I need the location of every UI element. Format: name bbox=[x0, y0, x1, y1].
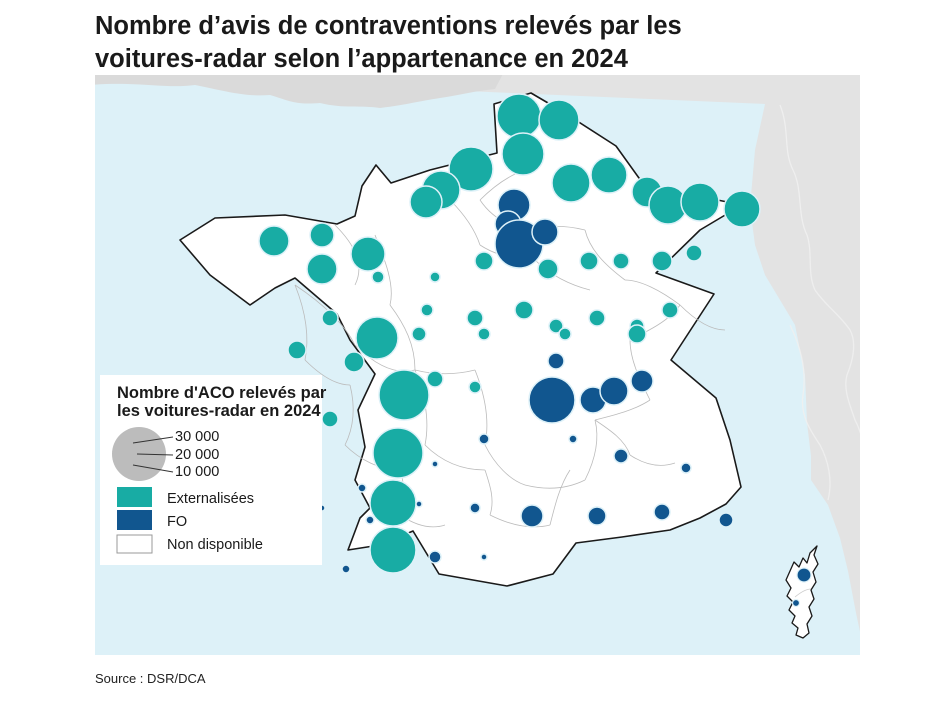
svg-text:FO: FO bbox=[167, 514, 187, 530]
svg-text:Non disponible: Non disponible bbox=[167, 537, 263, 553]
svg-text:10 000: 10 000 bbox=[175, 464, 219, 480]
svg-text:Nombre d'ACO relevés par: Nombre d'ACO relevés par bbox=[117, 384, 327, 402]
svg-text:Externalisées: Externalisées bbox=[167, 491, 254, 507]
svg-text:30 000: 30 000 bbox=[175, 429, 219, 445]
svg-text:les voitures-radar en 2024: les voitures-radar en 2024 bbox=[117, 402, 321, 420]
svg-text:20 000: 20 000 bbox=[175, 447, 219, 463]
